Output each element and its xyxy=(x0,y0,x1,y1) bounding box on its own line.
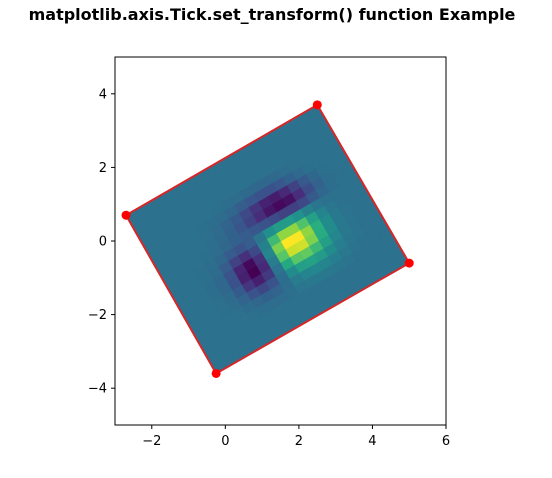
y-tick-label: −2 xyxy=(88,308,107,323)
x-tick-label: −2 xyxy=(142,434,161,449)
corner-marker xyxy=(404,258,414,268)
y-tick-label: 4 xyxy=(99,87,107,102)
x-axis: −2 0 2 4 6 xyxy=(142,425,450,449)
corner-marker xyxy=(312,100,322,110)
y-tick-label: 0 xyxy=(99,235,107,250)
x-tick-label: 4 xyxy=(368,434,376,449)
overlay-layer xyxy=(121,100,414,378)
plot-area xyxy=(125,104,410,374)
corner-marker xyxy=(211,368,221,378)
y-axis: −4 −2 0 2 4 xyxy=(88,87,115,397)
corner-marker xyxy=(121,210,131,220)
x-tick-label: 6 xyxy=(442,434,450,449)
y-tick-label: −4 xyxy=(88,382,107,397)
y-tick-label: 2 xyxy=(99,161,107,176)
chart-title: matplotlib.axis.Tick.set_transform() fun… xyxy=(29,5,516,24)
x-tick-label: 2 xyxy=(295,434,303,449)
x-tick-label: 0 xyxy=(221,434,229,449)
